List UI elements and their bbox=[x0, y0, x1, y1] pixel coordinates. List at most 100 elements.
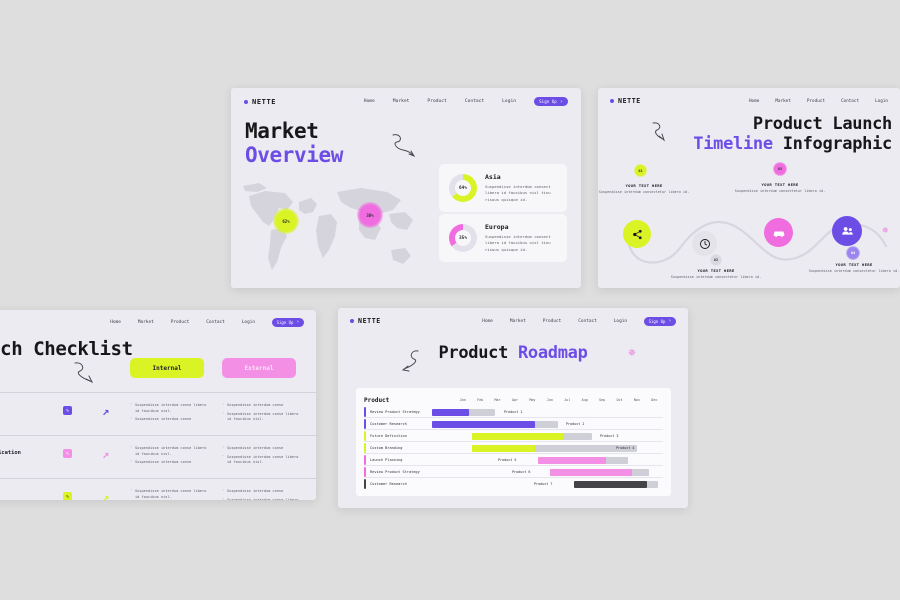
gantt-row[interactable]: Review Product Strategy Product 6 bbox=[364, 466, 663, 478]
nav-link-home[interactable]: Home bbox=[110, 319, 121, 325]
timeline-node-2[interactable] bbox=[692, 231, 717, 256]
bullet-item: Suspendisse interdum conse libero id fau… bbox=[130, 402, 208, 414]
gantt-row[interactable]: Customer Research Product 2 bbox=[364, 418, 663, 430]
nav-link-market[interactable]: Market bbox=[392, 99, 410, 104]
gantt-bar-tag: Product 3 bbox=[600, 433, 619, 438]
badge-number: 02 bbox=[713, 258, 719, 262]
map-marker-asia[interactable]: 38% bbox=[357, 202, 383, 228]
checklist-row[interactable]: Launch Communication ✎ ↗ Suspendisse int… bbox=[0, 436, 316, 478]
brand-dot-icon bbox=[350, 319, 354, 324]
timeline-caption-2: YOUR TEXT HERE Suspendisse interdum cons… bbox=[670, 268, 762, 281]
signup-button[interactable]: Sign Up › bbox=[534, 97, 568, 106]
tab-external[interactable]: External bbox=[222, 358, 296, 378]
signup-button[interactable]: Sign Up › bbox=[272, 318, 304, 327]
nav-link-product[interactable]: Product bbox=[806, 98, 825, 104]
slide-launch-checklist[interactable]: NETTE Home Market Product Contact Login … bbox=[0, 310, 316, 500]
brand-logo[interactable]: NETTE bbox=[350, 317, 381, 325]
checklist-row[interactable]: Launch Plan ✎ ↗ Suspendisse interdum con… bbox=[0, 393, 316, 435]
gantt-row[interactable]: Launch Planning Product 5 bbox=[364, 454, 663, 466]
caption-body: Suspendisse interdum consectetur libero … bbox=[670, 275, 762, 279]
nav-link-product[interactable]: Product bbox=[542, 318, 562, 324]
brand-dot-icon bbox=[610, 99, 614, 103]
squiggle-arrow-icon bbox=[652, 122, 666, 142]
slide-timeline-infographic[interactable]: NETTE Home Market Product Contact Login … bbox=[598, 88, 900, 288]
tab-internal[interactable]: Internal bbox=[130, 358, 204, 378]
nav-links: Home Market Product Contact Login bbox=[749, 99, 888, 104]
gantt-bar-tag: Product 1 bbox=[504, 409, 523, 414]
page-title: Launch Checklist bbox=[0, 338, 133, 360]
badge-number: 03 bbox=[777, 167, 783, 171]
arrow-up-right-icon[interactable]: ↗ bbox=[102, 490, 110, 500]
gantt-chart[interactable]: Product Jan Feb Mar Apr May Jun Jul Aug … bbox=[356, 388, 671, 496]
gantt-row[interactable]: Customer Research Product 7 bbox=[364, 478, 663, 490]
nav-link-contact[interactable]: Contact bbox=[206, 319, 225, 325]
nav-link-product[interactable]: Product bbox=[170, 319, 190, 325]
map-marker-north-america[interactable]: 62% bbox=[273, 208, 299, 234]
slide-product-roadmap[interactable]: NETTE Home Market Product Contact Login … bbox=[338, 308, 688, 508]
gantt-row[interactable]: Review Product Strategy Product 1 bbox=[364, 406, 663, 418]
gantt-bar-fill bbox=[538, 457, 607, 464]
pencil-icon[interactable]: ✎ bbox=[63, 406, 72, 415]
title-word-timeline: Timeline bbox=[693, 134, 773, 155]
signup-label: Sign Up bbox=[276, 319, 294, 325]
nav-link-market[interactable]: Market bbox=[137, 319, 154, 325]
gantt-bar-fill bbox=[432, 409, 469, 416]
brand-name: NETTE bbox=[358, 317, 381, 326]
nav-link-login[interactable]: Login bbox=[875, 98, 888, 104]
caption-heading: YOUR TEXT HERE bbox=[697, 268, 735, 273]
nav-link-market[interactable]: Market bbox=[509, 318, 526, 324]
divider bbox=[0, 392, 316, 393]
checklist-row[interactable]: Launch Risk ✎ ↗ Suspendisse interdum con… bbox=[0, 479, 316, 500]
nav-link-login[interactable]: Login bbox=[502, 99, 516, 104]
signup-button[interactable]: Sign Up › bbox=[644, 317, 676, 326]
brand-logo[interactable]: NETTE bbox=[244, 98, 276, 106]
arrow-up-right-icon[interactable]: ↗ bbox=[102, 447, 110, 461]
pencil-icon[interactable]: ✎ bbox=[63, 449, 72, 458]
brand-dot-icon bbox=[244, 99, 248, 104]
nav-link-contact[interactable]: Contact bbox=[464, 99, 485, 104]
caption-body: Suspendisse interdum consectetur libero … bbox=[598, 190, 690, 194]
nav-links: Home Market Product Contact Login Sign U… bbox=[110, 318, 304, 327]
internal-bullets: Suspendisse interdum conse libero id fau… bbox=[130, 445, 208, 469]
gantt-bar-fill bbox=[550, 469, 633, 476]
gantt-row-header: Product bbox=[364, 396, 390, 404]
timeline-node-1[interactable] bbox=[623, 220, 651, 248]
nav-link-home[interactable]: Home bbox=[482, 318, 493, 324]
nav-link-home[interactable]: Home bbox=[748, 98, 760, 104]
timeline-badge-2: 02 bbox=[710, 254, 722, 266]
gantt-task-name: Review Product Strategy bbox=[370, 409, 420, 414]
navbar-checklist: NETTE Home Market Product Contact Login … bbox=[0, 310, 316, 327]
nav-link-login[interactable]: Login bbox=[241, 319, 255, 325]
gantt-bar-fill bbox=[432, 421, 536, 428]
nav-link-login[interactable]: Login bbox=[613, 318, 627, 324]
internal-bullets: Suspendisse interdum conse libero id fau… bbox=[130, 402, 208, 426]
row-accent bbox=[364, 419, 366, 429]
stat-card-europa[interactable]: 35% Europa Suspendisse interdum consect … bbox=[439, 214, 567, 263]
stat-card-asia[interactable]: 64% Asia Suspendisse interdum consect li… bbox=[439, 164, 567, 213]
brand-logo[interactable]: NETTE bbox=[610, 97, 641, 105]
nav-link-home[interactable]: Home bbox=[363, 99, 375, 104]
tab-internal-label: Internal bbox=[152, 364, 182, 372]
timeline-caption-4: YOUR TEXT HERE Suspendisse interdum cons… bbox=[808, 262, 900, 275]
month-tick: May bbox=[529, 398, 536, 402]
row-accent bbox=[364, 455, 366, 465]
brand-name: NETTE bbox=[618, 97, 641, 105]
gantt-row[interactable]: Custom Branding Product 4 bbox=[364, 442, 663, 454]
nav-link-product[interactable]: Product bbox=[427, 99, 447, 104]
timeline-badge-3: 03 bbox=[773, 162, 787, 176]
arrow-up-right-icon[interactable]: ↗ bbox=[102, 404, 110, 418]
nav-link-contact[interactable]: Contact bbox=[578, 318, 597, 324]
stat-card-heading: Asia bbox=[485, 173, 501, 181]
timeline-caption-3: YOUR TEXT HERE Suspendisse interdum cons… bbox=[734, 182, 826, 195]
stat-card-heading: Europa bbox=[485, 223, 509, 231]
gantt-bar-tag: Product 2 bbox=[566, 421, 585, 426]
nav-link-contact[interactable]: Contact bbox=[840, 98, 860, 104]
timeline-node-3[interactable] bbox=[764, 218, 793, 247]
pencil-icon[interactable]: ✎ bbox=[63, 492, 72, 500]
gantt-bar-track bbox=[472, 433, 592, 440]
slide-market-overview[interactable]: NETTE Home Market Product Contact Login … bbox=[231, 88, 581, 288]
nav-link-market[interactable]: Market bbox=[775, 98, 791, 104]
timeline-node-4[interactable] bbox=[832, 216, 862, 246]
gantt-row[interactable]: Future Definition Product 3 bbox=[364, 430, 663, 442]
squiggle-arrow-icon bbox=[392, 134, 416, 158]
